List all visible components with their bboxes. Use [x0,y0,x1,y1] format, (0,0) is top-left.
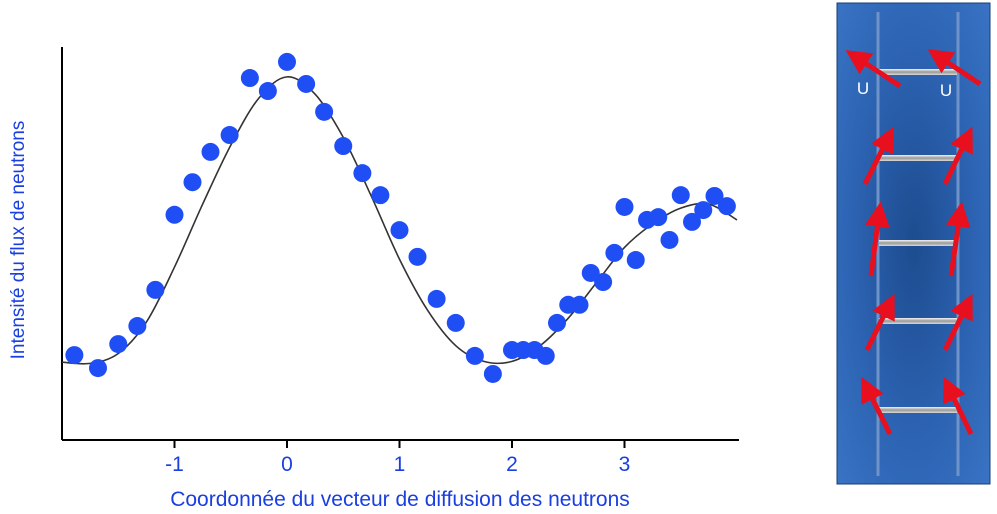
y-axis-label: Intensité du flux de neutrons [8,121,29,360]
spin-arrow [862,126,894,186]
data-point [165,205,184,224]
atom-label: U [857,79,869,98]
data-point [605,243,624,262]
data-point [581,263,600,282]
data-point [240,69,259,88]
data-point [671,186,690,205]
data-point [297,74,316,93]
rung [879,155,957,161]
data-point [694,201,713,220]
data-point [548,313,566,332]
data-point [334,137,353,156]
x-tick-label: 2 [506,453,518,476]
x-tick-label: 1 [394,453,406,476]
spin-arrow [942,126,973,186]
data-point [146,280,165,299]
data-point [390,221,409,240]
data-point [408,247,427,266]
data-point [626,251,645,270]
data-point [660,230,679,249]
data-point [615,197,634,216]
spins [845,49,982,436]
data-point [65,346,84,365]
data-point [483,364,502,383]
data-point [220,126,239,145]
data-point [371,186,390,205]
data-point [183,173,202,192]
x-tick-label: -1 [165,453,184,476]
spin-arrow [864,293,895,352]
data-point [465,346,484,365]
x-tick-label: 0 [281,453,293,476]
fit-line [61,76,738,365]
spin-arrow [942,293,973,352]
data-point [89,359,107,378]
data-point [109,335,128,354]
data-point [570,295,589,314]
data-point [705,186,724,205]
data-point [649,208,668,227]
rung [879,240,957,246]
rung [879,318,957,324]
atom-label: U [940,81,952,100]
data-point [536,346,555,365]
data-point [128,317,147,336]
spin-arrow [845,50,902,89]
data-point [315,102,334,121]
rung [879,407,957,413]
spin-arrow [943,376,974,436]
data-point [446,313,465,332]
spin-arrow [861,376,893,436]
x-tick-label: 3 [619,453,631,476]
spin-arrow [927,49,982,87]
data-point [353,164,372,183]
data-point [201,142,220,161]
spin-arrow [945,201,971,277]
rung [879,69,957,75]
x-axis-label: Coordonnée du vecteur de diffusion des n… [170,488,630,511]
data-point [278,52,296,71]
data-point [427,289,446,308]
rungs [879,69,957,413]
data-point [683,212,701,231]
data-point [717,197,736,216]
data-point [258,82,277,101]
spin-arrow [865,201,890,277]
diagram: U U [836,2,991,485]
data-point [594,273,613,292]
